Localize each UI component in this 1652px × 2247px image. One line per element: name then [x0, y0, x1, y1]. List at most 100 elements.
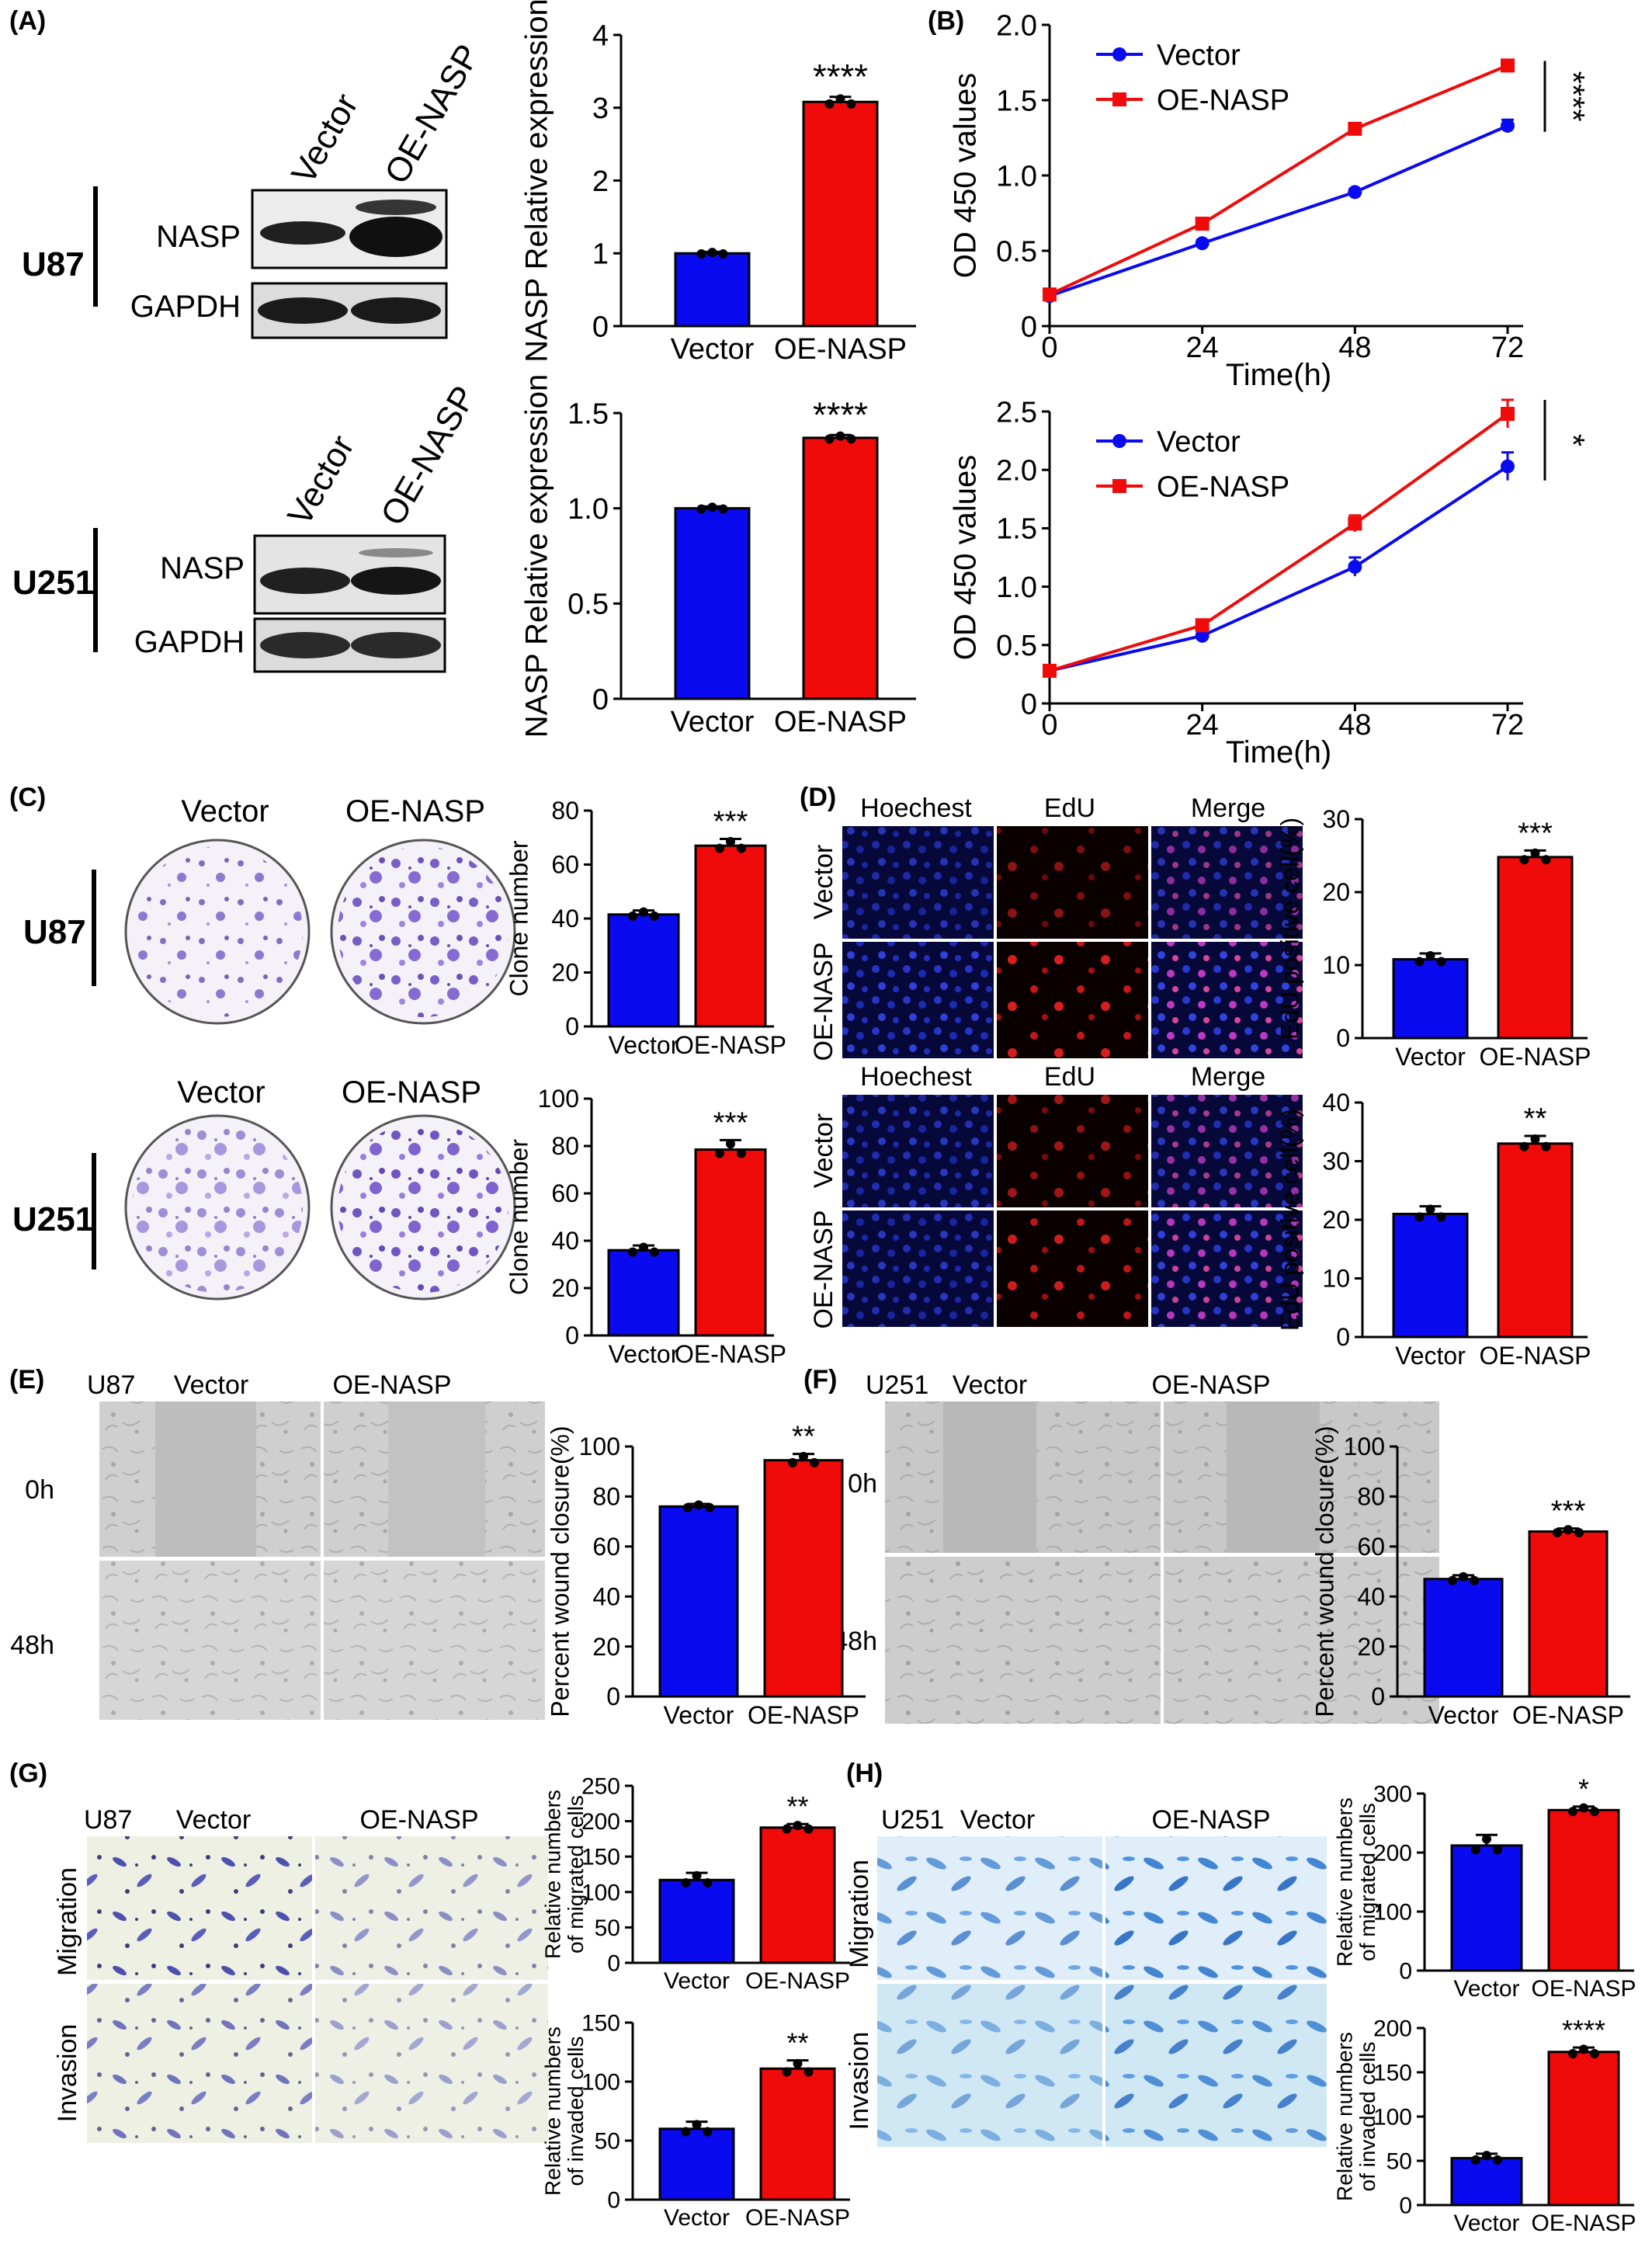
significance-label: ****	[813, 395, 868, 435]
data-point	[718, 249, 728, 259]
data-point	[737, 1148, 746, 1158]
y-tick-label: 60	[551, 1179, 579, 1207]
significance-label: ***	[713, 1106, 748, 1139]
bar-vector	[674, 252, 751, 328]
col-label-oe: OE-NASP	[342, 1075, 481, 1110]
gapdh-band-oe	[351, 632, 441, 658]
bracket-line	[93, 186, 98, 307]
u251-vector-edu	[997, 1095, 1148, 1207]
series-line-oe	[1049, 412, 1509, 672]
gapdh-band-vector	[258, 297, 348, 324]
bar-oe	[1547, 1808, 1620, 1972]
data-point	[1348, 121, 1362, 136]
data-point	[639, 1242, 648, 1252]
data-point	[705, 1502, 714, 1512]
x-tick-label: Vector	[1453, 2211, 1519, 2236]
y-tick-label: 0	[565, 1012, 579, 1040]
u251-invasion-vector	[877, 1984, 1102, 2147]
u87-vector-merge	[1151, 826, 1303, 939]
data-point	[1459, 1572, 1468, 1582]
y-tick-label: 1.5	[996, 513, 1037, 546]
cell-line-u87: U87	[84, 1805, 132, 1835]
col-label-oe: OE-NASP	[345, 794, 485, 828]
x-tick-label: OE-NASP	[745, 1968, 850, 1994]
data-point	[1414, 957, 1425, 967]
y-tick-label: 150	[581, 2011, 620, 2037]
panel-label-A: (A)	[9, 6, 46, 36]
significance-label: **	[786, 1790, 808, 1822]
lane-label-oe: OE-NASP	[373, 380, 483, 532]
data-point	[1501, 58, 1515, 73]
data-point	[1448, 1575, 1457, 1585]
panel-label-G: (G)	[9, 1759, 47, 1788]
panel-label-E: (E)	[9, 1365, 44, 1394]
data-point	[681, 1877, 691, 1888]
y-axis-label: Percent wound closure(%)	[1311, 1426, 1339, 1717]
data-point	[628, 911, 637, 921]
y-tick-label: 10	[1322, 1265, 1350, 1293]
y-axis-label: OD 450 values	[948, 73, 982, 279]
data-point	[683, 1502, 692, 1512]
u251-migration-vector	[877, 1836, 1102, 1980]
data-point	[1348, 185, 1362, 200]
x-tick-label: Vector	[664, 2205, 730, 2231]
y-axis-label: EdU positive cell(%)	[1276, 818, 1304, 1040]
x-tick-label: 48	[1338, 332, 1371, 364]
x-tick-label: OE-NASP	[675, 1340, 786, 1368]
bar-chart-d2: 0 10 20 30 40 EdU positive cell(%) Vector OE-NA…	[1276, 1089, 1591, 1370]
data-point	[707, 248, 717, 258]
u251-vector-hoechst	[842, 1095, 994, 1207]
significance-label: ***	[1551, 1495, 1586, 1528]
data-point	[703, 1877, 713, 1888]
transwell-images-u87: U87 Vector OE-NASP Migration Invasion	[53, 1805, 548, 2143]
y-tick-label: 100	[1344, 1433, 1385, 1460]
data-point	[1195, 628, 1210, 643]
bar-oe	[802, 100, 879, 328]
y-tick-label: 0.5	[567, 589, 609, 621]
bar-vector	[607, 1249, 680, 1337]
gapdh-label: GAPDH	[130, 290, 241, 324]
significance-label: **	[1524, 1102, 1547, 1135]
u87-invasion-vector	[87, 1984, 312, 2143]
significance-label: ****	[1562, 2014, 1605, 2046]
data-point	[1590, 1807, 1599, 1817]
nasp-band-vector	[260, 568, 350, 594]
data-point	[707, 502, 717, 512]
bar-vector	[658, 2127, 735, 2201]
x-tick-label: 0	[1041, 332, 1057, 364]
gapdh-band-oe	[351, 297, 441, 324]
gapdh-band-vector	[260, 632, 350, 658]
x-tick-label: 24	[1186, 332, 1219, 364]
y-tick-label: 200	[1373, 2016, 1412, 2042]
y-tick-label: 0	[1336, 1024, 1350, 1052]
col-label-hoechst: Hoechest	[860, 1062, 972, 1092]
y-tick-label: 20	[551, 1274, 579, 1302]
u251-oe-edu	[997, 1210, 1148, 1327]
row-label-oe: OE-NASP	[809, 1210, 838, 1328]
data-point	[692, 2120, 702, 2130]
series-line-vector	[1049, 465, 1509, 672]
data-point	[1579, 1803, 1588, 1813]
y-tick-label: 40	[1357, 1582, 1385, 1610]
data-point	[1493, 1845, 1502, 1855]
data-point	[715, 1148, 724, 1158]
y-tick-label: 0.5	[996, 235, 1037, 268]
nasp-band-oe	[351, 567, 441, 595]
u87-oe-edu	[997, 942, 1148, 1058]
col-label-vector: Vector	[177, 1075, 265, 1110]
data-point	[1493, 2155, 1502, 2165]
y-tick-label: 50	[595, 2129, 620, 2155]
edu-images: Hoechest EdU Merge Vector OE-NASP Hoeche…	[809, 794, 1303, 1329]
nasp-label: NASP	[156, 220, 241, 254]
col-label-merge: Merge	[1191, 1062, 1265, 1092]
u87-oe-48h	[324, 1561, 545, 1720]
y-tick-label: 20	[592, 1633, 620, 1661]
data-point	[810, 1457, 819, 1467]
col-label-edu: EdU	[1044, 794, 1095, 823]
y-axis-label: Clone number	[505, 840, 533, 996]
data-point	[692, 1870, 702, 1881]
data-point	[1482, 2151, 1491, 2161]
